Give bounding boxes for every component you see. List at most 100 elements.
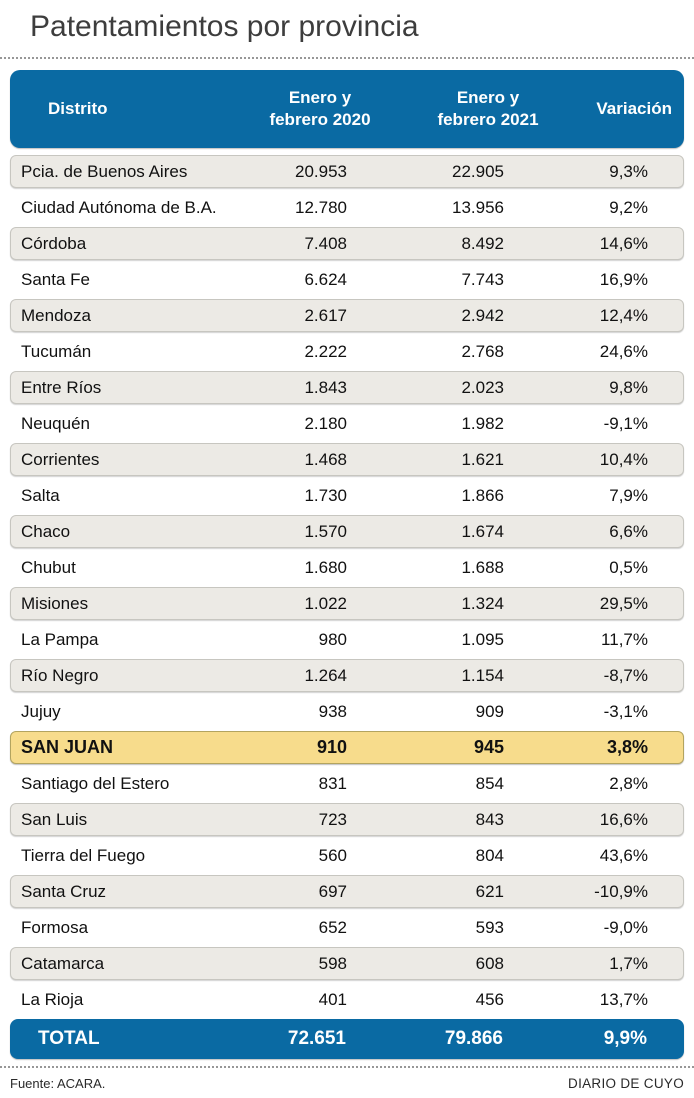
- table-row: La Pampa 980 1.095 11,7%: [10, 623, 684, 656]
- cell-distrito: Chaco: [21, 521, 71, 541]
- footer: Fuente: ACARA. DIARIO DE CUYO: [10, 1076, 684, 1091]
- page-title: Patentamientos por provincia: [30, 10, 419, 43]
- cell-2021: 1.688: [461, 557, 504, 577]
- cell-2020: 2.180: [304, 413, 347, 433]
- cell-2021: 608: [475, 953, 504, 973]
- cell-2020: 1.468: [304, 449, 347, 469]
- cell-variacion: 14,6%: [599, 233, 648, 253]
- cell-2021: 1.095: [461, 629, 504, 649]
- cell-2020: 1.022: [304, 593, 347, 613]
- cell-2021: 1.982: [461, 413, 504, 433]
- cell-variacion: 0,5%: [609, 557, 648, 577]
- cell-variacion: -9,1%: [603, 413, 648, 433]
- cell-variacion: 6,6%: [609, 521, 648, 541]
- cell-2020: 831: [318, 773, 347, 793]
- cell-variacion: -8,7%: [603, 665, 648, 685]
- table-row: Mendoza 2.617 2.942 12,4%: [10, 299, 684, 332]
- cell-2020: 1.680: [304, 557, 347, 577]
- cell-variacion: -10,9%: [594, 881, 648, 901]
- cell-2021: 456: [475, 989, 504, 1009]
- cell-variacion: 10,4%: [599, 449, 648, 469]
- total-variacion: 9,9%: [603, 1028, 647, 1049]
- table-row: San Luis 723 843 16,6%: [10, 803, 684, 836]
- cell-distrito: Río Negro: [21, 665, 99, 685]
- cell-distrito: Tucumán: [21, 341, 92, 361]
- source-credit: Fuente: ACARA.: [10, 1076, 106, 1091]
- cell-distrito: Chubut: [21, 557, 76, 577]
- cell-2020: 2.617: [304, 305, 347, 325]
- cell-2020: 1.570: [304, 521, 347, 541]
- cell-variacion: 43,6%: [599, 845, 648, 865]
- cell-distrito: Santa Cruz: [21, 881, 107, 901]
- cell-2020: 2.222: [304, 341, 347, 361]
- registrations-table: Distrito Enero y febrero 2020 Enero y fe…: [10, 70, 684, 1059]
- cell-2020: 1.843: [304, 377, 347, 397]
- table-row: Santa Fe 6.624 7.743 16,9%: [10, 263, 684, 296]
- cell-2021: 843: [475, 809, 504, 829]
- total-row: TOTAL 72.651 79.866 9,9%: [10, 1019, 684, 1059]
- cell-2021: 7.743: [461, 269, 504, 289]
- table-row: Santiago del Estero 831 854 2,8%: [10, 767, 684, 800]
- bottom-dotted-divider: [0, 1066, 694, 1068]
- cell-2021: 1.621: [461, 449, 504, 469]
- cell-distrito: Pcia. de Buenos Aires: [21, 161, 188, 181]
- top-dotted-divider: [0, 57, 694, 59]
- table-row: Santa Cruz 697 621 -10,9%: [10, 875, 684, 908]
- cell-2021: 1.154: [461, 665, 504, 685]
- cell-2020: 938: [318, 701, 347, 721]
- table-row: Chubut 1.680 1.688 0,5%: [10, 551, 684, 584]
- table-row: La Rioja 401 456 13,7%: [10, 983, 684, 1016]
- table-row: Ciudad Autónoma de B.A. 12.780 13.956 9,…: [10, 191, 684, 224]
- table-row: Córdoba 7.408 8.492 14,6%: [10, 227, 684, 260]
- cell-variacion: 1,7%: [609, 953, 648, 973]
- cell-variacion: 9,2%: [609, 197, 648, 217]
- cell-2021: 1.674: [461, 521, 504, 541]
- cell-2020: 20.953: [295, 161, 347, 181]
- cell-2021: 2.942: [461, 305, 504, 325]
- cell-variacion: 7,9%: [609, 485, 648, 505]
- cell-2020: 1.730: [304, 485, 347, 505]
- cell-2021: 593: [475, 917, 504, 937]
- cell-distrito: Ciudad Autónoma de B.A.: [21, 197, 217, 217]
- table-header: Distrito Enero y febrero 2020 Enero y fe…: [10, 70, 684, 148]
- table-row-highlighted: SAN JUAN 910 945 3,8%: [10, 731, 684, 764]
- table-row: Salta 1.730 1.866 7,9%: [10, 479, 684, 512]
- cell-distrito: San Luis: [21, 809, 88, 829]
- cell-2021: 854: [475, 773, 504, 793]
- cell-distrito: Corrientes: [21, 449, 100, 469]
- cell-variacion: 13,7%: [599, 989, 648, 1009]
- table-row: Río Negro 1.264 1.154 -8,7%: [10, 659, 684, 692]
- cell-distrito: SAN JUAN: [21, 737, 114, 757]
- cell-distrito: Entre Ríos: [21, 377, 102, 397]
- table-row: Pcia. de Buenos Aires 20.953 22.905 9,3%: [10, 155, 684, 188]
- header-distrito: Distrito: [48, 99, 108, 118]
- cell-2021: 1.324: [461, 593, 504, 613]
- cell-2020: 910: [316, 737, 347, 757]
- cell-variacion: 29,5%: [599, 593, 648, 613]
- cell-distrito: Formosa: [21, 917, 89, 937]
- cell-variacion: 2,8%: [609, 773, 648, 793]
- table-row: Jujuy 938 909 -3,1%: [10, 695, 684, 728]
- table-row: Entre Ríos 1.843 2.023 9,8%: [10, 371, 684, 404]
- cell-2021: 13.956: [452, 197, 504, 217]
- total-2021: 79.866: [444, 1028, 503, 1049]
- cell-distrito: Santa Fe: [21, 269, 90, 289]
- table-row: Tierra del Fuego 560 804 43,6%: [10, 839, 684, 872]
- cell-variacion: 9,8%: [609, 377, 648, 397]
- header-enero-febrero-2021: Enero y febrero 2021: [437, 88, 539, 129]
- cell-2020: 1.264: [304, 665, 347, 685]
- table-row: Tucumán 2.222 2.768 24,6%: [10, 335, 684, 368]
- cell-2021: 8.492: [461, 233, 504, 253]
- cell-distrito: Misiones: [21, 593, 89, 613]
- cell-2021: 621: [475, 881, 504, 901]
- total-label: TOTAL: [38, 1028, 100, 1049]
- cell-variacion: 11,7%: [601, 629, 648, 649]
- cell-distrito: Catamarca: [21, 953, 105, 973]
- cell-2020: 6.624: [304, 269, 347, 289]
- cell-distrito: La Pampa: [21, 629, 99, 649]
- table-row: Formosa 652 593 -9,0%: [10, 911, 684, 944]
- cell-2021: 804: [475, 845, 504, 865]
- header-variacion: Variación: [596, 99, 672, 118]
- cell-distrito: Neuquén: [21, 413, 91, 433]
- table-row: Catamarca 598 608 1,7%: [10, 947, 684, 980]
